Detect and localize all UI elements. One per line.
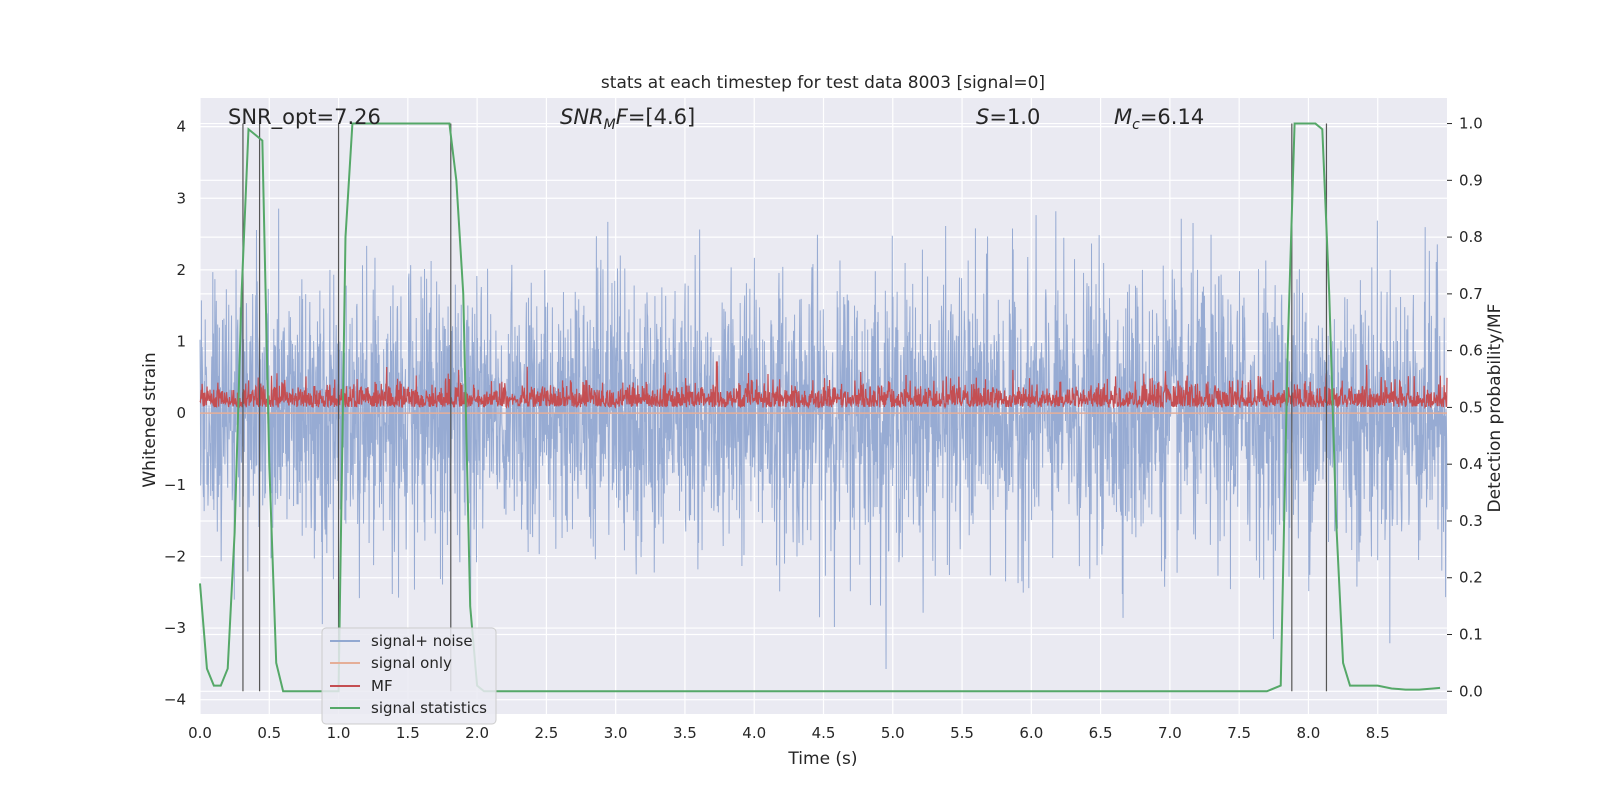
y-left-tick-label: 3: [176, 189, 186, 207]
y-axis-label-right: Detection probability/MF: [1485, 304, 1505, 513]
x-tick-label: 0.0: [188, 724, 212, 742]
legend-label-signal-plus-noise: signal+ noise: [371, 632, 473, 650]
x-tick-label: 8.5: [1366, 724, 1390, 742]
x-tick-label: 5.5: [950, 724, 974, 742]
y-left-tick-label: −2: [164, 547, 186, 565]
x-tick-label: 4.5: [812, 724, 836, 742]
x-tick-label: 2.0: [465, 724, 489, 742]
data-layer: [199, 122, 1448, 693]
x-tick-label: 7.0: [1158, 724, 1182, 742]
y-left-tick-label: −4: [164, 691, 186, 709]
y-axis-label-left: Whitened strain: [140, 352, 160, 487]
x-tick-label: 7.5: [1227, 724, 1251, 742]
annotation-snr-mf-value: =[4.6]: [628, 105, 695, 129]
x-tick-label: 4.0: [742, 724, 766, 742]
legend-label-signal-statistics: signal statistics: [371, 699, 487, 717]
x-tick-label: 6.5: [1089, 724, 1113, 742]
y-right-tick-label: 0.9: [1459, 171, 1483, 189]
x-tick-label: 8.0: [1297, 724, 1321, 742]
y-right-tick-label: 0.1: [1459, 626, 1483, 644]
annotation-snr-mf: SNRMF=[4.6]: [560, 105, 695, 133]
y-left-tick-label: 4: [176, 118, 186, 136]
y-left-tick-label: 1: [176, 333, 186, 351]
annotation-mc: Mc=6.14: [1114, 105, 1204, 133]
y-right-tick-label: 0.7: [1459, 285, 1483, 303]
x-axis-label: Time (s): [787, 749, 857, 769]
x-tick-label: 2.5: [534, 724, 558, 742]
y-right-tick-label: 1.0: [1459, 115, 1483, 133]
annotation-s: S=1.0: [976, 105, 1040, 129]
y-right-tick-label: 0.2: [1459, 569, 1483, 587]
x-tick-label: 6.0: [1019, 724, 1043, 742]
annotation-s-value: =1.0: [989, 105, 1040, 129]
axes-ticks: 0.0 0.5 1.0 1.5 2.0 2.5 3.0 3.5 4.0 4.5 5.0 5.5 6.0 6…: [164, 115, 1483, 742]
y-left-tick-label: 0: [176, 404, 186, 422]
x-tick-label: 1.5: [396, 724, 420, 742]
y-left-tick-label: −1: [164, 476, 186, 494]
legend-label-signal-only: signal only: [371, 654, 452, 672]
y-right-tick-label: 0.0: [1459, 682, 1483, 700]
legend-label-mf: MF: [371, 677, 393, 695]
y-right-tick-label: 0.3: [1459, 512, 1483, 530]
y-left-tick-label: 2: [176, 261, 186, 279]
x-tick-label: 1.0: [327, 724, 351, 742]
chart-title: stats at each timestep for test data 800…: [601, 73, 1045, 93]
annotation-snr-opt: SNR_opt=7.26: [228, 105, 381, 130]
svg-text:S=1.0: S=1.0: [976, 105, 1040, 129]
y-right-tick-label: 0.8: [1459, 228, 1483, 246]
series-signal-statistics: [199, 122, 1441, 693]
y-right-tick-label: 0.5: [1459, 398, 1483, 416]
y-left-tick-label: −3: [164, 619, 186, 637]
x-tick-label: 3.5: [673, 724, 697, 742]
x-tick-label: 5.0: [881, 724, 905, 742]
svg-text:SNRMF=[4.6]: SNRMF=[4.6]: [560, 105, 695, 133]
x-tick-label: 0.5: [257, 724, 281, 742]
series-signal-plus-noise: [199, 208, 1448, 669]
series-mf: [199, 361, 1448, 410]
annotation-mc-value: =6.14: [1140, 105, 1204, 129]
legend: signal+ noise signal only MF signal stat…: [321, 627, 497, 725]
svg-text:Mc=6.14: Mc=6.14: [1114, 105, 1204, 133]
y-right-tick-label: 0.4: [1459, 455, 1483, 473]
legend-box: [321, 627, 497, 725]
y-right-tick-label: 0.6: [1459, 342, 1483, 360]
x-tick-label: 3.0: [604, 724, 628, 742]
